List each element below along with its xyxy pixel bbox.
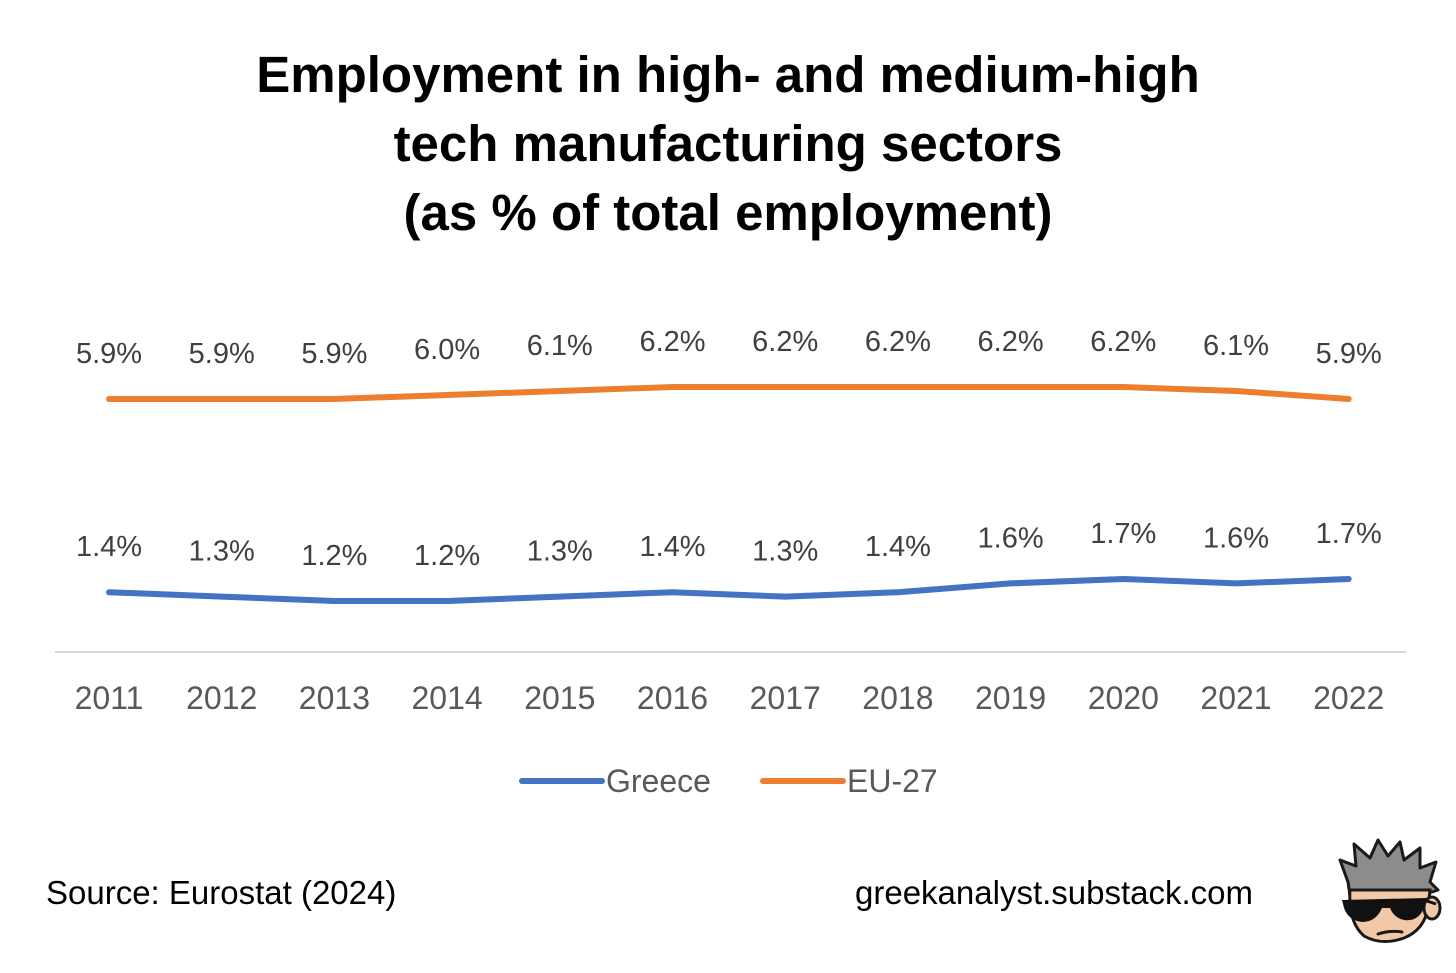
x-tick-label: 2016 bbox=[637, 680, 708, 716]
data-label: 1.4% bbox=[639, 531, 705, 563]
data-point bbox=[672, 386, 673, 388]
x-tick-label: 2018 bbox=[862, 680, 933, 716]
avatar-mouth bbox=[1376, 929, 1404, 936]
data-label: 1.6% bbox=[1203, 522, 1269, 554]
data-point bbox=[446, 394, 448, 396]
data-label: 1.2% bbox=[414, 540, 480, 572]
x-tick-label: 2020 bbox=[1088, 680, 1159, 716]
data-point bbox=[221, 398, 223, 400]
x-tick-label: 2019 bbox=[975, 680, 1046, 716]
data-label: 1.3% bbox=[189, 536, 255, 568]
data-point bbox=[1235, 390, 1237, 392]
x-axis-ticks: 2011 2012 2013 2014 2015 2016 2017 2018 2019 2020… bbox=[75, 680, 1385, 716]
data-label: 6.0% bbox=[414, 334, 480, 366]
data-point bbox=[1122, 578, 1124, 580]
data-point bbox=[108, 398, 110, 400]
x-tick-label: 2013 bbox=[299, 680, 370, 716]
x-tick-label: 2022 bbox=[1313, 680, 1384, 716]
data-point bbox=[559, 596, 561, 598]
avatar-sunglasses bbox=[1342, 898, 1426, 922]
data-label: 1.7% bbox=[1090, 518, 1156, 550]
data-label: 1.4% bbox=[76, 531, 142, 563]
legend-label-greece: Greece bbox=[606, 763, 711, 799]
source-note: Source: Eurostat (2024) bbox=[46, 874, 397, 911]
cartoon-man-sunglasses-icon bbox=[1338, 838, 1442, 943]
data-label: 1.2% bbox=[301, 540, 367, 572]
avatar-hair bbox=[1338, 838, 1440, 898]
data-point bbox=[1348, 578, 1350, 580]
series-line-eu-27 bbox=[106, 384, 1352, 402]
site-url[interactable]: greekanalyst.substack.com bbox=[855, 874, 1254, 911]
data-point bbox=[784, 386, 786, 388]
data-point bbox=[784, 596, 786, 598]
data-label: 5.9% bbox=[1316, 338, 1382, 370]
avatar-glasses-temple bbox=[1423, 898, 1437, 906]
data-point bbox=[221, 596, 223, 598]
data-point bbox=[108, 591, 110, 593]
legend-label-eu-27: EU-27 bbox=[847, 763, 938, 799]
data-label: 1.7% bbox=[1316, 518, 1382, 550]
data-point bbox=[1348, 398, 1350, 400]
series-layer: 1.4% 1.3% 1.2% 1.2% 1.3% 1.4% 1.3% 1.4% 1.6% 1.7%… bbox=[76, 326, 1382, 604]
chart-title-line-1: Employment in high- and medium-high bbox=[256, 46, 1200, 103]
data-label: 6.1% bbox=[1203, 330, 1269, 362]
x-tick-label: 2011 bbox=[75, 680, 144, 716]
chart-title-line-3: (as % of total employment) bbox=[403, 184, 1053, 241]
data-label: 6.1% bbox=[527, 330, 593, 362]
data-label: 6.2% bbox=[978, 326, 1044, 358]
data-label: 1.4% bbox=[865, 531, 931, 563]
x-tick-label: 2014 bbox=[412, 680, 483, 716]
x-tick-label: 2017 bbox=[750, 680, 821, 716]
data-label: 6.2% bbox=[639, 326, 705, 358]
data-point bbox=[672, 591, 673, 593]
data-point bbox=[1122, 386, 1124, 388]
data-label: 1.3% bbox=[527, 536, 593, 568]
chart-title: Employment in high- and medium-high tech… bbox=[0, 40, 1456, 247]
data-point bbox=[897, 386, 899, 388]
series-line-greece bbox=[106, 576, 1352, 604]
x-tick-label: 2021 bbox=[1200, 680, 1271, 716]
legend: Greece EU-27 bbox=[519, 763, 938, 799]
data-label: 5.9% bbox=[76, 338, 142, 370]
x-tick-label: 2012 bbox=[186, 680, 257, 716]
chart-title-line-2: tech manufacturing sectors bbox=[393, 115, 1063, 172]
data-point bbox=[1010, 386, 1012, 388]
data-label: 6.2% bbox=[752, 326, 818, 358]
data-label: 6.2% bbox=[1090, 326, 1156, 358]
data-point bbox=[446, 600, 448, 602]
data-label: 1.3% bbox=[752, 536, 818, 568]
data-label: 5.9% bbox=[301, 338, 367, 370]
data-point bbox=[897, 591, 899, 593]
data-label: 6.2% bbox=[865, 326, 931, 358]
data-label: 1.6% bbox=[978, 522, 1044, 554]
data-label: 5.9% bbox=[189, 338, 255, 370]
data-point bbox=[333, 398, 335, 400]
data-point bbox=[333, 600, 335, 602]
data-point bbox=[1235, 582, 1237, 584]
data-point bbox=[1010, 582, 1012, 584]
data-point bbox=[559, 390, 561, 392]
x-tick-label: 2015 bbox=[524, 680, 595, 716]
